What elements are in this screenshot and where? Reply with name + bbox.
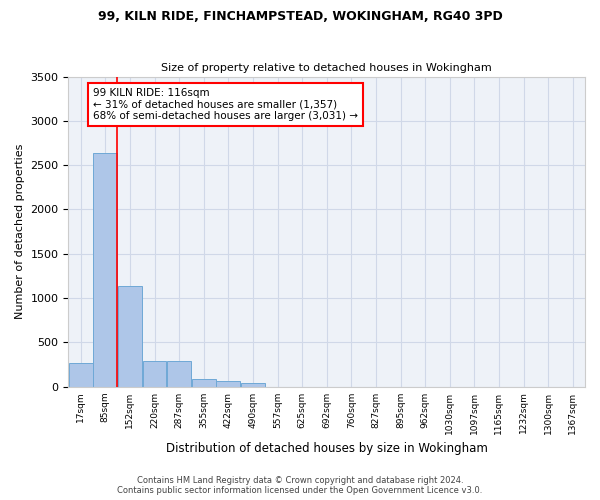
Bar xyxy=(167,362,191,386)
Bar xyxy=(143,362,166,386)
Bar xyxy=(241,382,265,386)
Bar xyxy=(118,286,142,386)
X-axis label: Distribution of detached houses by size in Wokingham: Distribution of detached houses by size … xyxy=(166,442,488,455)
Y-axis label: Number of detached properties: Number of detached properties xyxy=(15,144,25,320)
Bar xyxy=(192,378,215,386)
Title: Size of property relative to detached houses in Wokingham: Size of property relative to detached ho… xyxy=(161,63,492,73)
Bar xyxy=(217,382,240,386)
Text: Contains HM Land Registry data © Crown copyright and database right 2024.
Contai: Contains HM Land Registry data © Crown c… xyxy=(118,476,482,495)
Bar xyxy=(94,153,117,386)
Bar xyxy=(69,363,92,386)
Text: 99, KILN RIDE, FINCHAMPSTEAD, WOKINGHAM, RG40 3PD: 99, KILN RIDE, FINCHAMPSTEAD, WOKINGHAM,… xyxy=(98,10,502,23)
Text: 99 KILN RIDE: 116sqm
← 31% of detached houses are smaller (1,357)
68% of semi-de: 99 KILN RIDE: 116sqm ← 31% of detached h… xyxy=(93,88,358,122)
